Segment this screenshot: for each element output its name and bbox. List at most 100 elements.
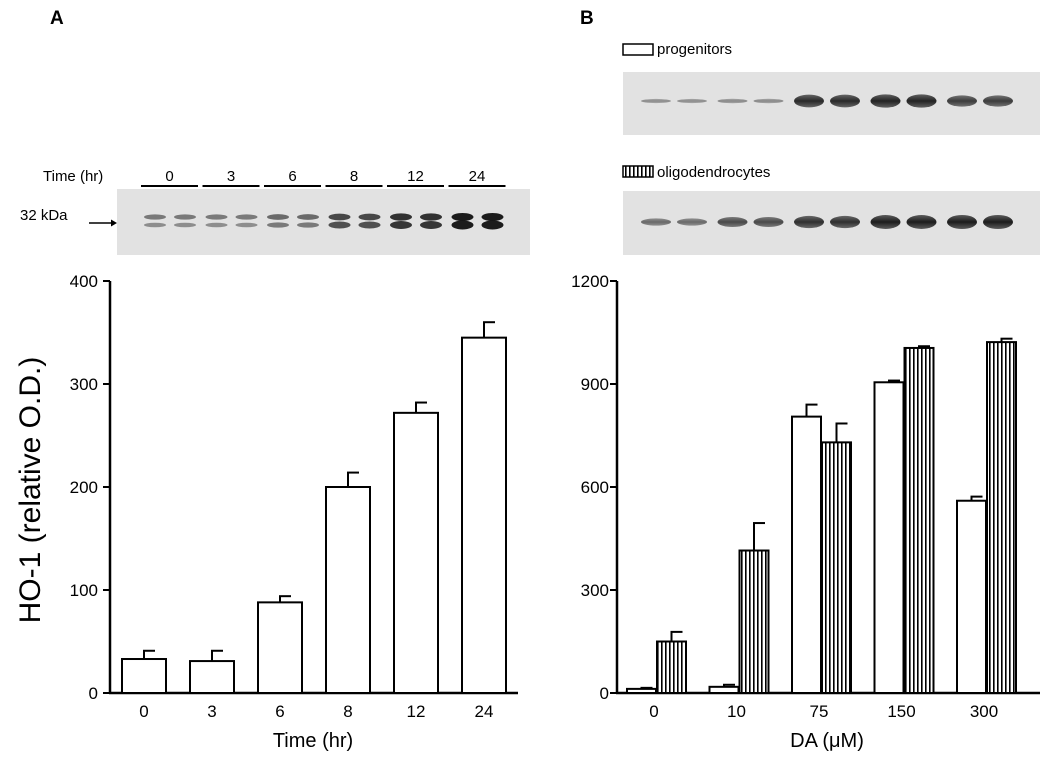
blot-a-band-lower [328,221,351,229]
chart-b-bar-oligodendrocytes-75 [821,441,852,694]
b-bands-prog-band [870,94,901,108]
chart-a-y-axis-title: HO-1 (relative O.D.) [14,357,47,624]
b-bands-prog-band [794,94,824,108]
blot-b-progenitors-bands [641,94,1013,108]
chart-b-x-tick-label: 150 [887,702,915,721]
chart-a-bar-24 [461,336,507,694]
chart-b-bar-oligodendrocytes-300 [986,341,1017,694]
blot-a-bands [144,213,504,230]
chart-b-y-tick-label: 600 [581,478,609,497]
blot-a-group-label: 8 [350,168,358,185]
legend-progenitors-swatch [622,43,654,56]
b-bands-oligo-band [677,218,707,226]
blot-a-band-upper [328,213,351,221]
chart-a-x-axis-title: Time (hr) [273,730,353,752]
b-bands-oligo-band [870,215,901,229]
blot-a-band-upper [297,214,319,220]
blot-a-group-label: 3 [227,168,235,185]
blot-a-band-lower [144,222,166,228]
blot-a-band-upper [358,213,381,221]
panel-b-letter: B [580,8,594,29]
b-bands-oligo-band [830,215,860,229]
b-bands-oligo-band [753,216,784,228]
blot-a-arrow-icon [89,219,117,227]
panel-a-letter: A [50,8,64,29]
blot-a-band-label: 32 kDa [20,207,68,224]
b-bands-oligo-band [717,216,748,228]
chart-b-y-tick-label: 1200 [571,272,609,291]
chart-b-x-tick-label: 10 [727,702,746,721]
blot-a-group-label: 24 [469,168,486,185]
blot-a-band-lower [451,220,474,230]
blot-a-band-lower [481,220,504,230]
blot-a-band-upper [420,213,442,221]
chart-a-y-tick-label: 100 [70,581,98,600]
blot-a-group-label: 12 [407,168,424,185]
chart-b-x-tick-label: 0 [649,702,658,721]
b-bands-oligo-band [641,218,671,226]
b-bands-prog-band [677,98,707,104]
chart-a-bar-12 [393,411,439,694]
chart-a-y-tick-label: 400 [70,272,98,291]
chart-a-bar-3 [189,660,235,695]
chart-b-bar-progenitors-300 [956,499,987,694]
blot-a-band-lower [420,221,442,229]
chart-b-bar-progenitors-150 [873,381,905,694]
chart-a-x-tick-label: 12 [407,702,426,721]
chart-b-x-axis-title: DA (μM) [790,730,864,752]
blot-a-lane-header: 0 3 6 8 12 24 [141,168,506,187]
blot-a-band-upper [390,213,412,221]
chart-b-y-tick-label: 900 [581,375,609,394]
chart-a-x-tick-label: 8 [343,702,352,721]
b-bands-prog-band [906,94,937,108]
chart-b-bar-oligodendrocytes-0 [656,640,687,694]
blot-b-oligodendrocytes-image [623,191,1040,255]
b-bands-oligo-band [906,215,937,229]
chart-b-x-tick-label: 300 [970,702,998,721]
chart-a-y-tick-label: 200 [70,478,98,497]
chart-a-x-tick-label: 3 [207,702,216,721]
blot-a-band-upper [451,213,474,221]
chart-b-y-tick-label: 300 [581,581,609,600]
chart-a-y-tick-label: 0 [89,684,98,703]
blot-a-band-lower [267,222,289,228]
chart-a-bar-6 [257,601,303,694]
blot-a-band-upper [267,214,289,220]
chart-a: HO-1 (relative O.D.) Time (hr) 0 100 200 3 0… [14,272,518,752]
blot-a-group-label: 0 [165,168,173,185]
blot-a-band-upper [144,214,166,220]
blot-a-image [117,189,530,255]
blot-b-oligodendrocytes-bands [641,215,1013,229]
chart-a-x-tick-label: 0 [139,702,148,721]
b-bands-prog-band [830,94,860,108]
chart-b-y-tick-label: 0 [600,684,609,703]
chart-a-bar-0 [121,658,167,695]
blot-a-group-label: 6 [288,168,296,185]
legend-oligodendrocytes-swatch [622,165,654,178]
b-bands-oligo-band [947,215,977,229]
panel-b: B progenitors oligodendrocytes DA (μM) 0… [571,8,1040,752]
blot-b-progenitors-image [623,72,1040,135]
blot-a-band-upper [235,214,258,220]
chart-b-bar-progenitors-75 [791,415,822,694]
blot-a-band-lower [174,222,196,228]
blot-a-band-upper [205,214,228,220]
blot-a-band-upper [481,213,504,221]
blot-a-band-upper [174,214,196,220]
chart-b-bar-progenitors-0 [626,687,657,695]
blot-a-band-lower [358,221,381,229]
chart-b-bar-oligodendrocytes-10 [738,549,770,694]
chart-a-x-tick-label: 24 [475,702,494,721]
b-bands-prog-band [641,98,671,104]
blot-a-band-lower [390,221,412,229]
b-bands-prog-band [947,95,977,107]
b-bands-prog-band [717,98,748,104]
blot-a-band-lower [205,222,228,228]
blot-a-band-lower [297,222,319,228]
chart-b: DA (μM) 0 300 600 900 1200 0 10 75 150 300 [571,272,1040,752]
b-bands-prog-band [753,98,784,104]
panel-a: A Time (hr) 0 3 6 8 12 24 32 kDa HO-1 (relati… [14,8,530,752]
blot-a-band-lower [235,222,258,228]
chart-b-x-tick-label: 75 [810,702,829,721]
